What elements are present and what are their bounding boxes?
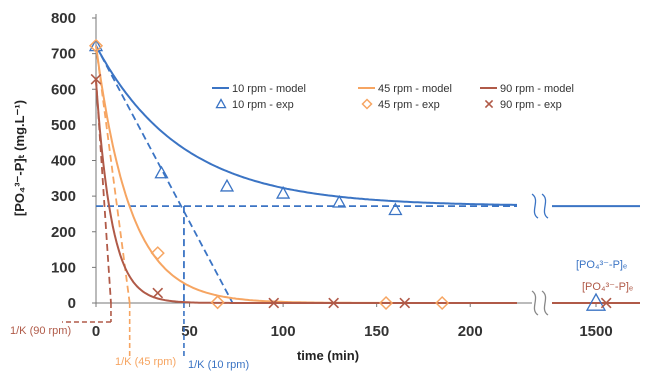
triangle-marker xyxy=(276,185,291,199)
diamond-marker xyxy=(210,295,225,310)
legend: 10 rpm - model 45 rpm - model 90 rpm - mod… xyxy=(212,83,574,111)
x-marker-stroke xyxy=(328,297,339,309)
diamond-marker xyxy=(378,295,394,311)
axis-break-gap xyxy=(537,203,543,210)
x-tick-label: 0 xyxy=(92,323,100,340)
x-marker xyxy=(600,297,612,309)
x-marker-stroke xyxy=(268,297,280,309)
legend-label: 10 rpm - exp xyxy=(232,99,294,111)
x-marker xyxy=(90,73,102,85)
x-marker xyxy=(328,297,339,309)
model-curves-group xyxy=(95,45,640,304)
reference-line-tangent xyxy=(95,45,234,304)
equilibrium-label-zero: [PO₄³⁻-P]ₑ xyxy=(582,281,633,293)
x-marker xyxy=(152,287,164,299)
inverse-k-label-45rpm: 1/K (45 rpm) xyxy=(115,356,176,368)
model-curve xyxy=(95,81,517,304)
axis-break-curve xyxy=(541,193,549,219)
inverse-k-label-90rpm: 1/K (90 rpm) xyxy=(10,325,71,337)
triangle-marker xyxy=(388,202,403,216)
x-marker-stroke xyxy=(484,99,494,109)
legend-label: 45 rpm - exp xyxy=(378,99,440,111)
diamond-marker xyxy=(150,246,165,261)
y-tick-label: 0 xyxy=(68,295,76,312)
x-marker xyxy=(268,297,280,309)
x-axis-break xyxy=(531,290,549,316)
inverse-k-label-10rpm: 1/K (10 rpm) xyxy=(188,359,249,371)
diamond-marker xyxy=(361,98,373,110)
series-break xyxy=(531,193,549,219)
triangle-marker xyxy=(154,165,169,179)
triangle-marker xyxy=(88,38,104,52)
x-tick-label: 1500 xyxy=(579,323,612,340)
y-tick-label: 700 xyxy=(51,46,76,63)
y-tick-label: 500 xyxy=(51,117,76,134)
y-tick-label: 300 xyxy=(51,188,76,205)
equilibrium-label-10rpm: [PO₄³⁻-P]ₑ xyxy=(576,259,627,271)
triangle-marker xyxy=(585,292,607,311)
diamond-marker xyxy=(88,38,104,53)
x-tick-label: 100 xyxy=(271,323,296,340)
y-tick-label: 200 xyxy=(51,224,76,241)
y-tick-label: 400 xyxy=(51,153,76,170)
axis-break-curve xyxy=(531,193,539,219)
y-tick-label: 100 xyxy=(51,259,76,276)
legend-label: 45 rpm - model xyxy=(378,83,452,95)
x-marker-stroke xyxy=(399,297,411,309)
x-marker-stroke xyxy=(600,297,612,309)
y-tick-label: 800 xyxy=(51,10,76,27)
axis-break-gap xyxy=(537,300,543,306)
triangle-marker xyxy=(215,98,227,109)
legend-item: 10 rpm - exp xyxy=(215,98,294,111)
axis-break-curve xyxy=(531,290,539,316)
legend-item: 45 rpm - exp xyxy=(361,98,440,111)
y-axis-label: [PO₄³⁻-P]ₜ (mg.L⁻¹) xyxy=(12,100,27,216)
legend-item: 45 rpm - model xyxy=(358,83,452,95)
model-curve xyxy=(95,45,517,206)
x-tick-label: 50 xyxy=(181,323,198,340)
x-tick-label: 200 xyxy=(458,323,483,340)
legend-item: 90 rpm - model xyxy=(480,83,574,95)
y-tick-label: 600 xyxy=(51,81,76,98)
diamond-marker xyxy=(435,295,450,311)
x-axis-label: time (min) xyxy=(297,348,359,363)
x-marker xyxy=(399,297,411,309)
legend-item: 90 rpm - exp xyxy=(484,99,562,111)
x-marker xyxy=(484,99,494,109)
annotations-group: [PO₄³⁻-P]ₑ [PO₄³⁻-P]ₑ 1/K (90 rpm) 1/K (45 … xyxy=(10,259,633,371)
experimental-points-group xyxy=(88,38,612,311)
x-tick-label: 150 xyxy=(364,323,389,340)
legend-label: 90 rpm - model xyxy=(500,83,574,95)
x-marker-stroke xyxy=(90,73,102,85)
triangle-marker xyxy=(332,194,347,208)
legend-label: 90 rpm - exp xyxy=(500,99,562,111)
axis-break-curve xyxy=(541,290,549,316)
triangle-marker xyxy=(219,178,235,192)
legend-label: 10 rpm - model xyxy=(232,83,306,95)
x-marker-stroke xyxy=(152,287,164,299)
legend-item: 10 rpm - model xyxy=(212,83,306,95)
